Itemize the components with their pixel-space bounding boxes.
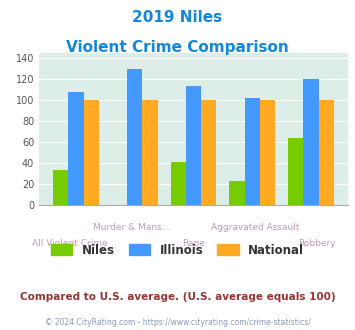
Bar (53, 170, 69, 205)
Bar (201, 100, 217, 205)
Text: Robbery: Robbery (298, 239, 336, 248)
Bar (186, 86, 201, 205)
Bar (142, 100, 158, 205)
Text: © 2024 CityRating.com - https://www.cityrating.com/crime-statistics/: © 2024 CityRating.com - https://www.city… (45, 318, 310, 327)
Text: All Violent Crime: All Violent Crime (32, 239, 108, 248)
Text: Rape: Rape (182, 239, 205, 248)
Text: Murder & Mans...: Murder & Mans... (93, 223, 170, 232)
Bar (245, 98, 260, 205)
Bar (318, 100, 334, 205)
Text: Aggravated Assault: Aggravated Assault (211, 223, 300, 232)
Bar (69, 91, 84, 205)
Text: Violent Crime Comparison: Violent Crime Comparison (66, 40, 289, 54)
Bar (170, 162, 186, 205)
Text: Compared to U.S. average. (U.S. average equals 100): Compared to U.S. average. (U.S. average … (20, 292, 335, 302)
Bar (260, 100, 275, 205)
Bar (288, 138, 303, 205)
Bar (229, 181, 245, 205)
Bar (127, 69, 142, 205)
Legend: Niles, Illinois, National: Niles, Illinois, National (46, 239, 309, 261)
Text: 2019 Niles: 2019 Niles (132, 10, 223, 25)
Bar (303, 79, 318, 205)
Bar (84, 100, 99, 205)
